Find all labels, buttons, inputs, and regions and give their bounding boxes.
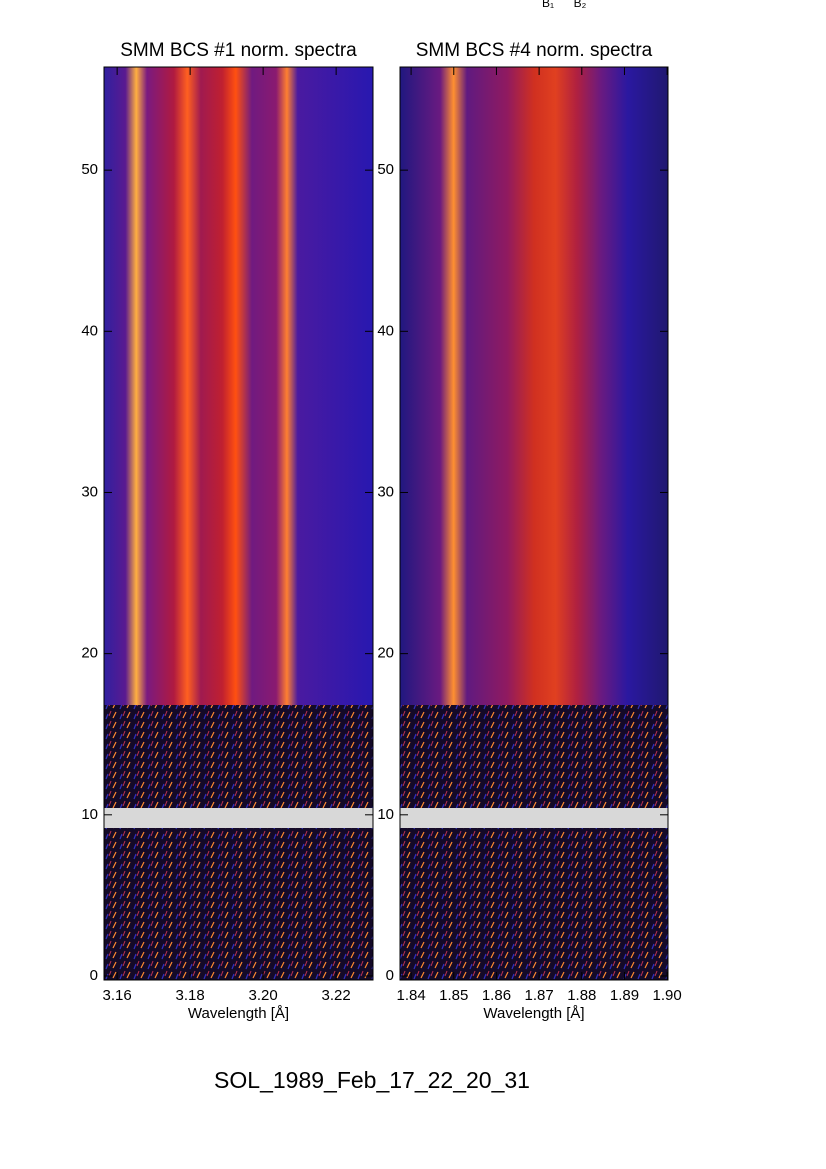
x-tick-label: 3.18 [176, 987, 205, 1004]
x-tick-label: 1.90 [653, 987, 682, 1004]
x-tick-label: 3.20 [249, 987, 278, 1004]
panel-title: SMM BCS #4 norm. spectra [416, 40, 653, 61]
annotation: B₁ [542, 0, 554, 10]
x-tick-label: 1.88 [567, 987, 596, 1004]
y-tick-label: 30 [377, 483, 394, 500]
x-tick-label: 3.22 [322, 987, 351, 1004]
y-tick-label: 30 [81, 483, 98, 500]
y-tick-label: 10 [81, 806, 98, 823]
plot-frame [103, 66, 374, 981]
x-tick-label: 1.85 [439, 987, 468, 1004]
y-tick-label: 50 [377, 161, 394, 178]
y-tick-label: 40 [377, 322, 394, 339]
y-tick-label: 0 [386, 967, 394, 984]
y-tick-label: 10 [377, 806, 394, 823]
x-tick-label: 1.87 [525, 987, 554, 1004]
annotation: B₂ [574, 0, 587, 10]
y-tick-label: 40 [81, 322, 98, 339]
plot-frame [399, 66, 669, 981]
panel-background [104, 67, 668, 980]
y-tick-label: 0 [90, 967, 98, 984]
x-tick-label: 1.89 [610, 987, 639, 1004]
y-tick-label: 20 [377, 645, 394, 662]
x-axis-label: Wavelength [Å] [483, 1005, 584, 1022]
footer: SOL_1989_Feb_17_22_20_31 [214, 1067, 530, 1093]
y-tick-label: 20 [81, 645, 98, 662]
x-tick-label: 3.16 [103, 987, 132, 1004]
panel-title: SMM BCS #1 norm. spectra [120, 40, 357, 61]
y-tick-label: 50 [81, 161, 98, 178]
x-axis-label: Wavelength [Å] [188, 1005, 289, 1022]
x-tick-label: 1.84 [396, 987, 425, 1004]
x-tick-label: 1.86 [482, 987, 511, 1004]
